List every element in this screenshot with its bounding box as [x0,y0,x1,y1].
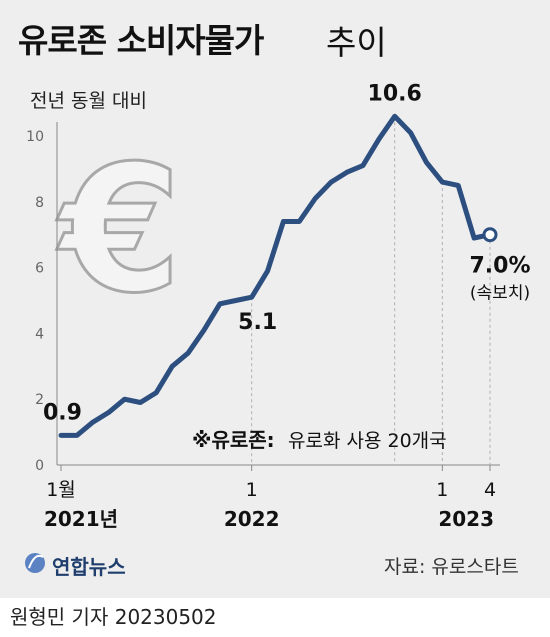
x-year-label: 2022 [224,507,280,531]
chart-note: ※유로존: 유로화 사용 20개국 [192,428,447,452]
data-label: 5.1 [238,310,277,335]
axes: 0 2 4 6 8 10 1월 2021년 1 2022 1 4 2023 [26,122,500,531]
y-tick-label: 4 [35,326,44,342]
x-tick-label: 1 [246,479,258,501]
chart-title-suffix: 추이 [326,23,387,62]
agency-logo-text: 연합뉴스 [52,555,126,579]
y-axis-unit: 전년 동월 대비 [30,90,147,112]
chart-title: 유로존 소비자물가 [18,21,264,60]
y-tick-label: 0 [35,458,44,474]
x-year-label: 2023 [438,507,494,531]
euro-glyph: € [56,129,182,332]
x-tick-label: 1월 [46,479,76,501]
y-tick-label: 6 [35,261,44,277]
byline: 원형민 기자 20230502 [10,605,217,629]
x-tick-label: 1 [436,479,448,501]
note-prefix: ※유로존: [192,428,275,452]
y-tick-label: 2 [35,392,44,408]
series-line [58,113,493,438]
y-tick-label: 8 [35,195,44,211]
x-year-label: 2021년 [44,507,118,531]
data-sublabel: (속보치) [470,284,530,304]
data-label: 10.6 [368,81,422,106]
data-label: 0.9 [43,400,82,425]
data-label: 7.0% [469,254,530,279]
yonhap-logo-icon [25,553,45,573]
latest-point-marker [482,227,498,243]
y-tick-label: 10 [26,129,44,145]
cpi-line [58,113,493,438]
data-source: 자료: 유로스타트 [384,556,519,578]
euro-symbol-icon: € [55,128,184,334]
guide-lines [251,116,491,465]
x-tick-label: 4 [484,479,496,501]
data-labels: 0.9 5.1 10.6 7.0% (속보치) [43,81,531,425]
chart-card [0,0,550,598]
note-text: 유로화 사용 20개국 [288,430,447,452]
